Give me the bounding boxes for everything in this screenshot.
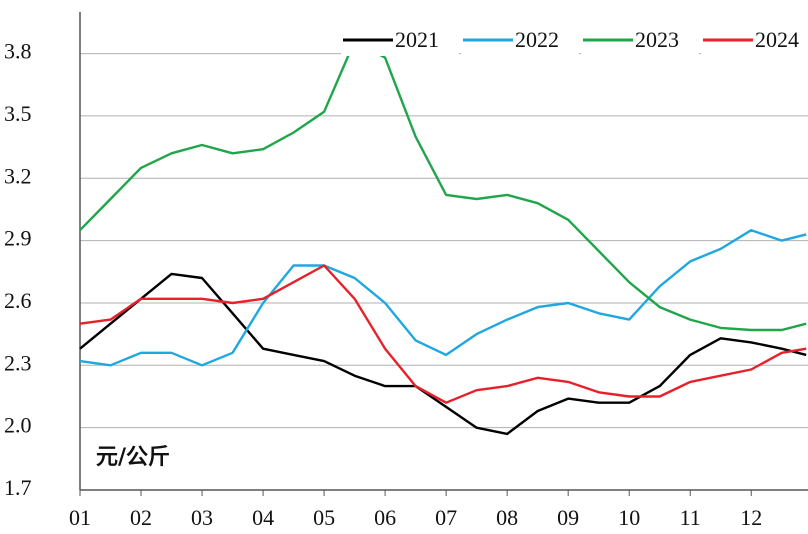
legend-bg — [461, 28, 579, 56]
y-tick-label: 3.5 — [4, 101, 32, 126]
y-axis-label: 元/公斤 — [96, 445, 170, 470]
y-tick-label: 3.2 — [4, 163, 32, 188]
legend-label: 2023 — [635, 27, 679, 52]
x-tick-label: 08 — [496, 505, 518, 530]
y-tick-label: 1.7 — [4, 475, 32, 500]
legend-bg — [701, 28, 808, 56]
y-tick-label: 2.0 — [4, 413, 32, 438]
line-series — [79, 39, 807, 332]
line-series — [79, 264, 807, 404]
line-series — [79, 229, 807, 367]
line-series — [79, 272, 807, 436]
x-tick-label: 06 — [374, 505, 396, 530]
legend-bg — [341, 28, 459, 56]
x-tick-label: 03 — [191, 505, 213, 530]
x-tick-label: 01 — [69, 505, 91, 530]
x-tick-label: 09 — [557, 505, 579, 530]
y-tick-label: 2.9 — [4, 226, 32, 251]
x-tick-label: 04 — [252, 505, 274, 530]
y-tick-label: 2.6 — [4, 288, 32, 313]
y-tick-label: 2.3 — [4, 350, 32, 375]
x-tick-label: 10 — [618, 505, 640, 530]
x-tick-label: 07 — [435, 505, 457, 530]
y-tick-label: 3.8 — [4, 39, 32, 64]
legend-label: 2022 — [515, 27, 559, 52]
x-tick-label: 05 — [313, 505, 335, 530]
x-tick-label: 12 — [740, 505, 762, 530]
legend-label: 2024 — [755, 27, 799, 52]
legend-bg — [581, 28, 699, 56]
x-tick-label: 11 — [680, 505, 701, 530]
legend-label: 2021 — [395, 27, 439, 52]
x-tick-label: 02 — [130, 505, 152, 530]
